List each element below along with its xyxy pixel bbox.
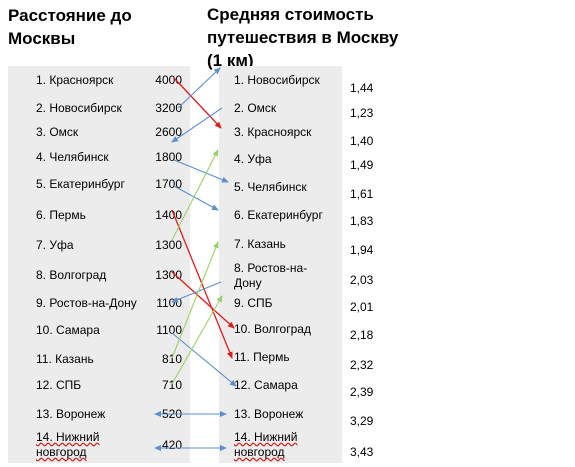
arrow-krasnoyarsk	[173, 77, 222, 129]
distance-row-value: 1700	[155, 177, 182, 191]
cost-row-value: 2,18	[350, 328, 374, 342]
cost-row-label: 3. Красноярск	[234, 125, 312, 139]
distance-row-label: 6. Пермь	[36, 208, 86, 222]
distance-row-label: 3. Омск	[36, 125, 79, 139]
cost-row-value: 3,43	[350, 445, 374, 459]
cost-row-label: 2. Омск	[234, 101, 277, 115]
cost-row-label: 11. Пермь	[234, 350, 290, 364]
distance-row-label: 8. Волгоград	[36, 268, 107, 282]
distance-row-value: 710	[161, 378, 182, 392]
distance-row-value: 3200	[155, 101, 182, 115]
cost-row-value: 2,01	[350, 300, 374, 314]
arrow-volgograd	[171, 271, 235, 329]
cost-row-value: 1,49	[350, 158, 374, 172]
cost-row-value: 1,23	[350, 106, 374, 120]
arrow-spb	[171, 295, 223, 385]
cost-row-label: 4. Уфа	[234, 152, 272, 166]
cost-row-label: 5. Челябинск	[234, 180, 307, 194]
arrow-perm	[171, 209, 233, 359]
cost-row-label: 1. Новосибирск	[234, 73, 320, 87]
distance-row-label: 2. Новосибирск	[36, 101, 122, 115]
cost-row-label: 10. Волгоград	[234, 322, 311, 336]
distance-row-value: 1300	[155, 268, 182, 282]
cost-row-value: 2,32	[350, 358, 374, 372]
distance-row-label: 13. Воронеж	[36, 407, 106, 421]
arrow-ekaterinburg	[173, 185, 219, 211]
distance-row-value: 1100	[156, 323, 182, 337]
cost-row-label: 7. Казань	[234, 237, 286, 251]
cost-row-value: 3,29	[350, 414, 374, 428]
arrow-omsk	[171, 107, 223, 143]
cost-row-label: 9. СПБ	[234, 296, 273, 310]
distance-table	[8, 66, 190, 463]
cost-row-label: 13. Воронеж	[234, 407, 304, 421]
cost-row-label: 8. Ростов-на-Дону	[234, 261, 308, 290]
distance-row-value: 810	[161, 352, 182, 366]
distance-row-label: 7. Уфа	[36, 238, 74, 252]
distance-title: Расстояние до Москвы	[8, 6, 132, 48]
distance-row-label: 12. СПБ	[36, 378, 82, 392]
cost-row-label: 6. Екатеринбург	[234, 208, 323, 222]
cost-row-value: 2,03	[350, 273, 374, 287]
distance-row-value: 4000	[155, 73, 182, 87]
distance-row-label: 1. Красноярск	[36, 73, 114, 87]
arrow-ufa	[171, 149, 219, 241]
cost-title: Средняя стоимость путешествия в Москву (…	[207, 5, 399, 70]
distance-row-label: 4. Челябинск	[36, 150, 109, 164]
cost-row-value: 1,83	[350, 214, 374, 228]
arrow-samara	[171, 332, 237, 387]
distance-row-value: 2600	[155, 125, 182, 139]
cost-row-label: 12. Самара	[234, 378, 298, 392]
distance-row-label: 14. Нижний новгород	[36, 430, 100, 459]
distance-row-label: 11. Казань	[36, 352, 94, 366]
cost-row-label: 14. Нижний новгород	[234, 430, 298, 459]
cost-row-value: 1,44	[350, 81, 374, 95]
distance-row-label: 10. Самара	[36, 323, 100, 337]
cost-row-value: 2,39	[350, 385, 374, 399]
arrow-kazan	[171, 241, 219, 359]
cost-city-table	[219, 66, 342, 463]
arrow-rostov	[171, 281, 222, 303]
cost-row-value: 1,94	[350, 243, 374, 257]
cost-row-value: 1,61	[350, 187, 374, 201]
arrow-chelyabinsk	[173, 159, 229, 183]
arrow-novosibirsk	[177, 67, 221, 109]
cost-row-value: 1,40	[350, 134, 374, 148]
distance-row-value: 1300	[155, 238, 182, 252]
distance-row-label: 9. Ростов-на-Дону	[36, 296, 137, 310]
distance-row-label: 5. Екатеринбург	[36, 177, 125, 191]
